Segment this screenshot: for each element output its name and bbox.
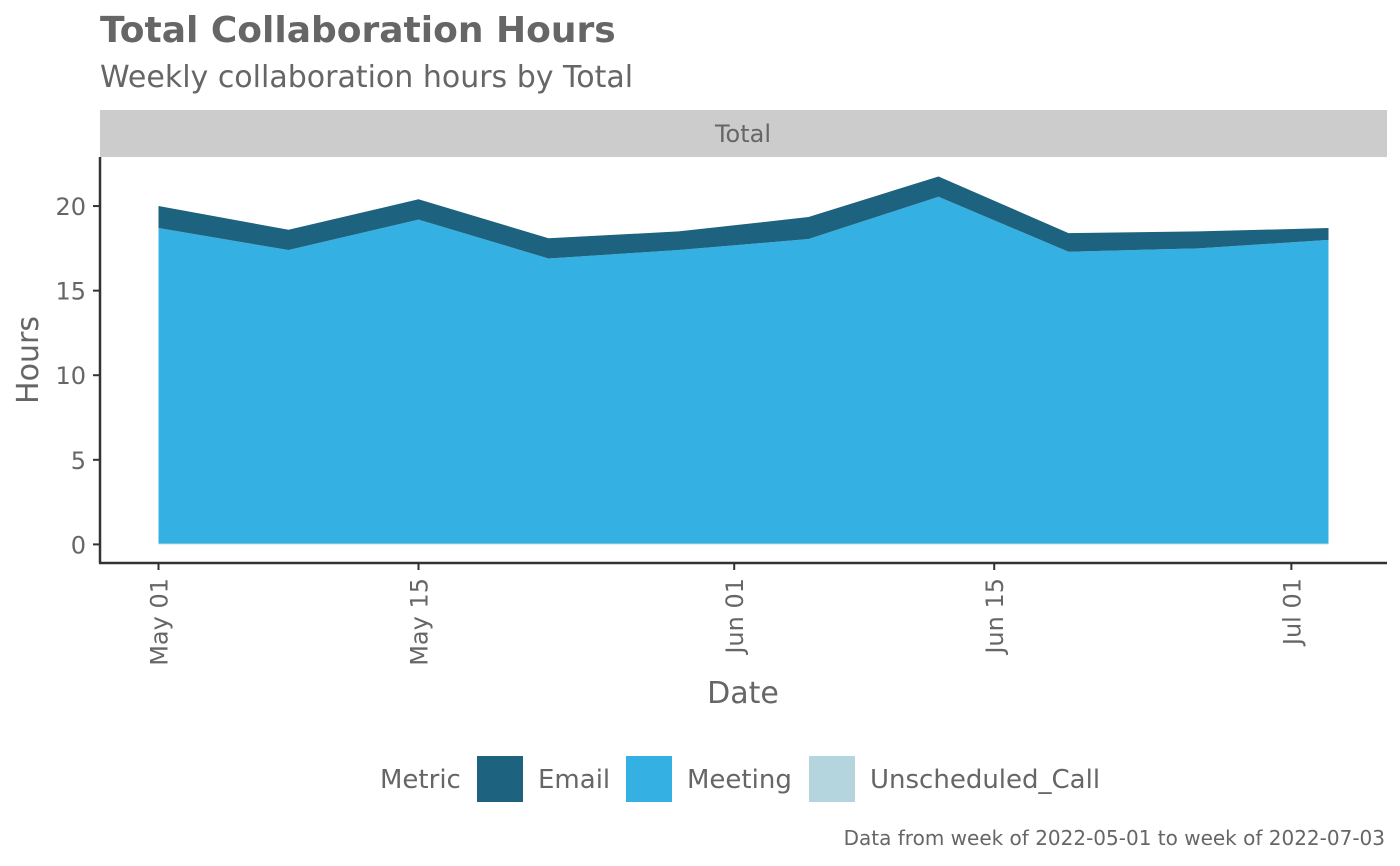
chart-caption: Data from week of 2022-05-01 to week of … — [844, 826, 1385, 850]
legend: Metric Email Meeting Unscheduled_Call — [380, 756, 1100, 802]
facet-strip-label: Total — [714, 120, 771, 148]
x-tick-label: May 15 — [406, 578, 434, 666]
x-axis-ticks: May 01 May 15 Jun 01 Jun 15 Jul 01 — [146, 563, 1306, 666]
legend-label-unscheduled-call: Unscheduled_Call — [870, 765, 1100, 795]
legend-label-meeting: Meeting — [687, 765, 792, 795]
legend-title: Metric — [380, 765, 461, 795]
y-tick-label: 5 — [71, 447, 86, 475]
facet-strip — [100, 110, 1387, 157]
x-tick-label: May 01 — [146, 578, 174, 666]
y-axis-ticks: 0 5 10 15 20 — [55, 193, 100, 559]
legend-swatch-meeting — [626, 756, 672, 802]
x-tick-label: Jul 01 — [1278, 578, 1306, 647]
x-tick-label: Jun 15 — [981, 578, 1009, 656]
x-axis-title: Date — [707, 676, 779, 711]
y-tick-label: 20 — [55, 193, 86, 221]
chart-title: Total Collaboration Hours — [100, 10, 616, 51]
chart-subtitle: Weekly collaboration hours by Total — [100, 60, 633, 95]
y-axis-title: Hours — [11, 316, 46, 404]
legend-swatch-unscheduled-call — [809, 756, 855, 802]
area-email — [158, 176, 1329, 259]
area-meeting — [158, 196, 1329, 544]
y-tick-label: 0 — [71, 531, 86, 559]
legend-label-email: Email — [538, 765, 610, 795]
x-tick-label: Jun 01 — [721, 578, 749, 656]
y-tick-label: 15 — [55, 278, 86, 306]
legend-swatch-email — [477, 756, 523, 802]
y-tick-label: 10 — [55, 362, 86, 390]
area-unscheduled-call — [158, 543, 1329, 545]
area-layers — [158, 176, 1329, 545]
